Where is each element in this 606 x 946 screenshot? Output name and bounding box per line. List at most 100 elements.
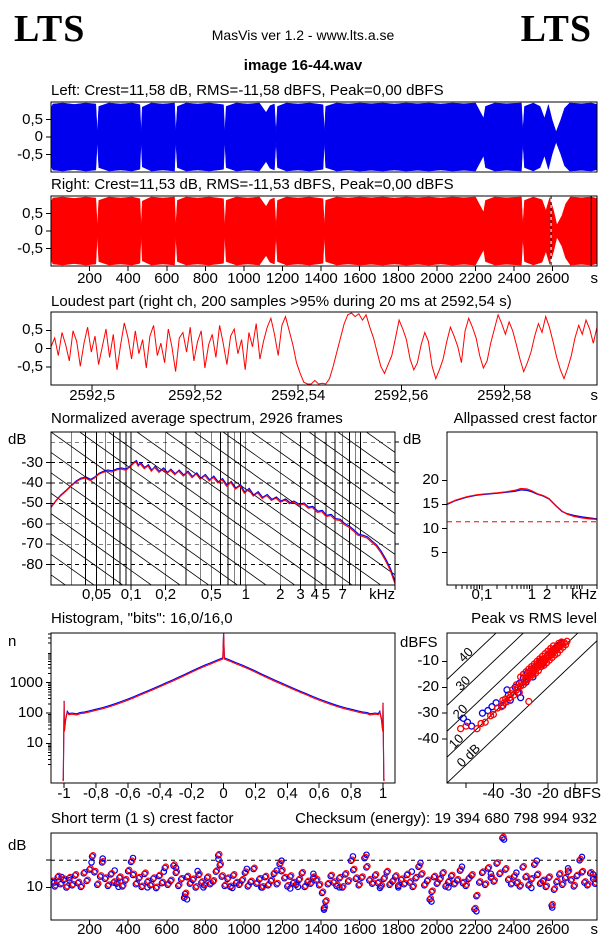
spectrum-ytick-label: -40 [21,474,43,491]
right_wave-xtick-label: 2000 [420,270,454,287]
file-title: image 16-44.wav [243,57,363,74]
histogram-xtick-label: 0,4 [276,785,298,802]
spectrum-xtick-label: 5 [321,586,331,603]
peak_rms-ytick-label: -10 [417,652,439,670]
histogram-xtick-label: -0,2 [178,785,205,802]
peak_rms-xtick-label: -20 [537,785,559,802]
right_wave-ytick-label: -0,5 [17,239,43,257]
spectrum-ytick-label: -30 [21,453,43,471]
spectrum-ytick-label: -60 [21,514,43,532]
left_wave-ytick-label: 0,5 [22,110,43,128]
histogram-xtick-label: 0,6 [308,785,330,802]
histogram-xtick-label: -1 [57,785,71,802]
crest-ytick-label: 10 [26,878,43,896]
peak-rms-diagonal-label: 40 [455,644,476,665]
spectrum-xtick-label: 2 [276,586,285,603]
peak_rms-axis-unit: dBFS [563,785,601,802]
allpassed-db-axis-label: dB [403,431,422,448]
loudest-xtick-label: 2592,52 [168,387,223,404]
right_wave-xtick-label: 1200 [265,270,300,287]
crest-xtick-label: 2400 [497,921,531,938]
right_wave-xtick-label: 1600 [343,270,377,287]
spectrum-xtick-label: 7 [338,586,347,603]
crest-xtick-label: 400 [115,921,141,938]
crest-xtick-label: 1800 [381,921,415,938]
right_wave-xtick-label: 200 [77,270,103,287]
peak-rms-diagonal-label: 30 [452,673,473,694]
crest-xtick-label: 1400 [304,921,338,938]
peak_rms-ytick-label: -40 [417,730,439,748]
spectrum-xtick-label: 0,05 [82,586,112,603]
histogram-ytick-label: 10 [26,734,43,752]
loudest-ytick-label: -0,5 [17,357,43,375]
crest-xtick-label: 800 [192,921,218,938]
checksum-text: Checksum (energy): 19 394 680 798 994 93… [295,810,597,827]
crest-xtick-label: 2000 [420,921,454,938]
histogram-xtick-label: 1 [378,785,388,802]
allpassed-ytick-label: 20 [422,471,439,489]
loudest-xtick-label: 2592,5 [69,387,116,404]
right-waveform-title: Right: Crest=11,53 dB, RMS=-11,53 dBFS, … [51,176,454,193]
allpassed-xtick-label: 2 [542,586,552,603]
spectrum-db-axis-label: dB [8,431,27,448]
lts-logo-left: LTS [14,8,86,50]
spectrum-xtick-label: 0,1 [120,586,142,603]
right_wave-xtick-label: 400 [115,270,141,287]
allpassed-axis-unit: kHz [571,586,597,603]
loudest-xtick-label: 2592,54 [271,387,326,404]
histogram-n-axis-label: n [8,633,17,650]
histogram-xtick-label: 0 [219,785,228,802]
allpassed-crest-title: Allpassed crest factor [453,410,597,427]
right_wave-xtick-label: 600 [154,270,180,287]
crest-xtick-label: 200 [77,921,103,938]
crest-axis-unit: s [590,921,599,938]
loudest-ytick-label: 0,5 [22,321,43,339]
crest-xtick-label: 1600 [343,921,377,938]
crest-xtick-label: 2600 [535,921,570,938]
spectrum-ytick-label: -70 [21,535,43,553]
right_wave-xtick-label: 2400 [497,270,531,287]
peak-vs-rms-title: Peak vs RMS level [471,610,597,627]
loudest-xtick-label: 2592,56 [374,387,429,404]
right_wave-xtick-label: 2600 [535,270,570,287]
histogram-ytick-label: 1000 [9,673,43,691]
spectrum-ytick-label: -50 [21,494,43,512]
right_wave-xtick-label: 800 [192,270,218,287]
right_wave-xtick-label: 1400 [304,270,338,287]
right_wave-xtick-label: 2200 [458,270,493,287]
histogram-xtick-label: -0,4 [146,785,173,802]
spectrum-xtick-label: 4 [310,586,320,603]
crest-xtick-label: 1000 [227,921,261,938]
left_wave-ytick-label: 0 [34,128,43,145]
crest-xtick-label: 2200 [458,921,493,938]
loudest-ytick-label: 0 [34,339,43,357]
histogram-xtick-label: 0,8 [340,785,362,802]
histogram-xtick-label: -0,8 [83,785,109,802]
right_wave-xtick-label: 1000 [227,270,261,287]
spectrum-xtick-label: 1 [241,586,250,603]
loudest-part-title: Loudest part (right ch, 200 samples >95%… [51,293,512,310]
right_wave-xtick-label: 1800 [381,270,415,287]
left-waveform-title: Left: Crest=11,58 dB, RMS=-11,58 dBFS, P… [51,82,444,99]
allpassed-xtick-label: 0,1 [471,586,493,603]
histogram-ytick-label: 100 [17,704,43,722]
right_wave-ytick-label: 0,5 [22,204,43,222]
allpassed-ytick-label: 5 [430,543,439,561]
right_wave-ytick-label: 0 [34,222,43,239]
short-term-crest-title: Short term (1 s) crest factor [51,810,234,827]
right_wave-axis-unit: s [590,270,599,287]
peak_rms-xtick-label: -40 [482,785,505,802]
loudest-axis-unit: s [590,387,599,404]
lts-logo-right: LTS [520,8,592,50]
peak_rms-xtick-label: -30 [509,785,532,802]
allpassed-xtick-label: 1 [527,586,537,603]
crest-xtick-label: 600 [154,921,180,938]
allpassed-ytick-label: 15 [422,495,439,513]
spectrum-xtick-label: 0,5 [200,586,222,603]
peak_rms-ytick-label: -30 [417,704,439,722]
spectrum-ytick-label: -80 [21,555,43,573]
crest-xtick-label: 1200 [265,921,300,938]
histogram-xtick-label: 0,2 [245,785,266,802]
